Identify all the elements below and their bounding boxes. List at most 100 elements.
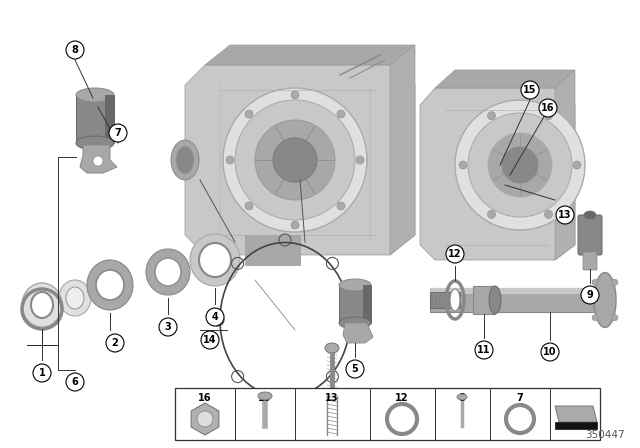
Bar bbox=[339, 285, 371, 323]
Circle shape bbox=[502, 147, 538, 183]
Polygon shape bbox=[105, 95, 114, 143]
Polygon shape bbox=[420, 88, 575, 260]
Text: 13: 13 bbox=[325, 393, 339, 403]
Circle shape bbox=[545, 112, 552, 120]
Circle shape bbox=[245, 202, 253, 210]
Ellipse shape bbox=[176, 146, 194, 174]
Ellipse shape bbox=[155, 258, 181, 286]
Text: 3: 3 bbox=[164, 322, 172, 332]
Circle shape bbox=[223, 88, 367, 232]
Ellipse shape bbox=[31, 292, 53, 318]
Circle shape bbox=[66, 373, 84, 391]
Circle shape bbox=[475, 341, 493, 359]
Circle shape bbox=[291, 91, 299, 99]
Ellipse shape bbox=[457, 394, 467, 400]
Ellipse shape bbox=[22, 283, 62, 327]
Text: 350447: 350447 bbox=[586, 430, 625, 440]
Circle shape bbox=[468, 113, 572, 217]
Circle shape bbox=[521, 81, 539, 99]
Circle shape bbox=[346, 360, 364, 378]
Circle shape bbox=[581, 286, 599, 304]
Ellipse shape bbox=[489, 286, 501, 314]
Circle shape bbox=[488, 133, 552, 197]
Polygon shape bbox=[555, 70, 575, 260]
Polygon shape bbox=[555, 406, 597, 422]
Circle shape bbox=[273, 138, 317, 182]
Circle shape bbox=[573, 161, 581, 169]
Circle shape bbox=[488, 211, 495, 218]
Circle shape bbox=[459, 161, 467, 169]
Circle shape bbox=[109, 124, 127, 142]
Circle shape bbox=[541, 343, 559, 361]
Ellipse shape bbox=[96, 270, 124, 300]
Ellipse shape bbox=[258, 392, 272, 400]
Polygon shape bbox=[80, 145, 117, 173]
Circle shape bbox=[245, 110, 253, 118]
Ellipse shape bbox=[199, 243, 231, 277]
Text: 14: 14 bbox=[204, 335, 217, 345]
Ellipse shape bbox=[146, 249, 190, 295]
Circle shape bbox=[93, 156, 103, 166]
Circle shape bbox=[33, 364, 51, 382]
Ellipse shape bbox=[76, 136, 114, 150]
Text: 5: 5 bbox=[351, 364, 358, 374]
Text: 7: 7 bbox=[115, 128, 122, 138]
Bar bbox=[473, 286, 495, 314]
Bar bbox=[430, 288, 605, 294]
Polygon shape bbox=[205, 45, 415, 65]
Text: 8: 8 bbox=[72, 45, 79, 55]
Ellipse shape bbox=[87, 260, 133, 310]
Circle shape bbox=[206, 308, 224, 326]
Circle shape bbox=[197, 411, 213, 427]
Ellipse shape bbox=[325, 343, 339, 353]
Circle shape bbox=[66, 41, 84, 59]
Text: 16: 16 bbox=[541, 103, 555, 113]
Circle shape bbox=[235, 100, 355, 220]
Text: 11: 11 bbox=[477, 345, 491, 355]
Text: 13: 13 bbox=[558, 210, 572, 220]
Text: 9: 9 bbox=[587, 290, 593, 300]
Circle shape bbox=[446, 245, 464, 263]
Text: 16: 16 bbox=[198, 393, 212, 403]
Polygon shape bbox=[245, 235, 300, 265]
Text: 2: 2 bbox=[111, 338, 118, 348]
Circle shape bbox=[106, 334, 124, 352]
Text: 7: 7 bbox=[516, 393, 524, 403]
Text: 15: 15 bbox=[524, 85, 537, 95]
FancyBboxPatch shape bbox=[578, 215, 602, 255]
Bar bbox=[430, 292, 460, 308]
Circle shape bbox=[488, 112, 495, 120]
Polygon shape bbox=[390, 45, 415, 255]
Circle shape bbox=[337, 110, 345, 118]
Polygon shape bbox=[191, 403, 219, 435]
Text: 1: 1 bbox=[38, 368, 45, 378]
Circle shape bbox=[592, 279, 598, 285]
Ellipse shape bbox=[339, 279, 371, 291]
Ellipse shape bbox=[76, 88, 114, 102]
Ellipse shape bbox=[450, 289, 460, 311]
Bar bbox=[175, 388, 600, 440]
Polygon shape bbox=[555, 422, 597, 429]
Circle shape bbox=[556, 206, 574, 224]
Ellipse shape bbox=[171, 140, 199, 180]
Ellipse shape bbox=[66, 287, 84, 309]
Ellipse shape bbox=[339, 317, 371, 329]
Circle shape bbox=[545, 211, 552, 218]
Circle shape bbox=[159, 318, 177, 336]
Polygon shape bbox=[363, 285, 371, 323]
Text: 12: 12 bbox=[448, 249, 461, 259]
Circle shape bbox=[291, 221, 299, 229]
Circle shape bbox=[455, 100, 585, 230]
Circle shape bbox=[226, 156, 234, 164]
Circle shape bbox=[356, 156, 364, 164]
Text: 6: 6 bbox=[72, 377, 78, 387]
Circle shape bbox=[612, 279, 618, 285]
Text: 8: 8 bbox=[459, 393, 465, 403]
Text: 15: 15 bbox=[259, 393, 272, 403]
Polygon shape bbox=[185, 65, 415, 255]
Circle shape bbox=[337, 202, 345, 210]
Ellipse shape bbox=[59, 280, 91, 316]
Ellipse shape bbox=[190, 234, 240, 286]
Circle shape bbox=[539, 99, 557, 117]
Ellipse shape bbox=[594, 272, 616, 327]
